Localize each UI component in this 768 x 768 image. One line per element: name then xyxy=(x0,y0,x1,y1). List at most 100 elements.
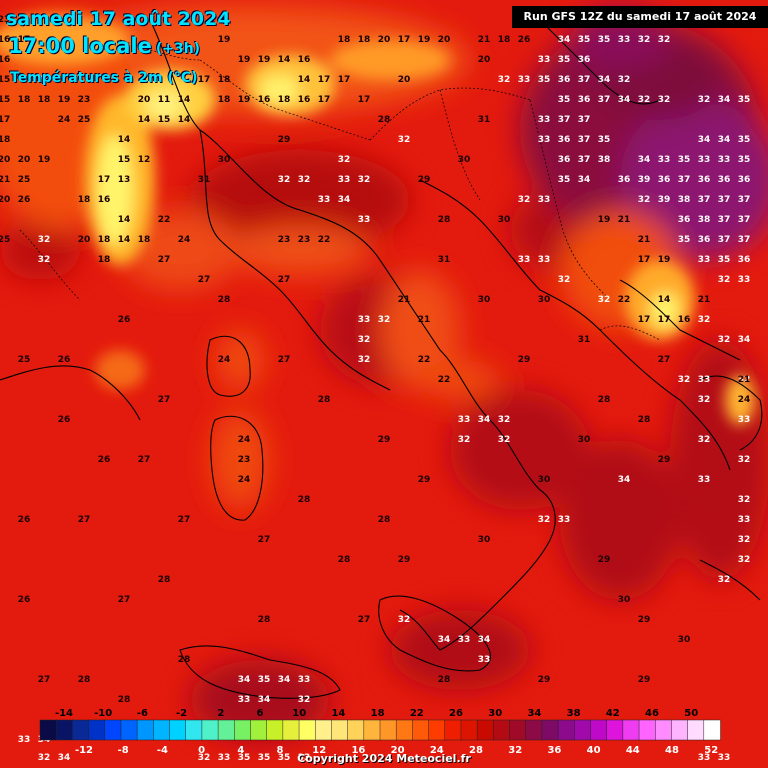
temperature-value: 33 xyxy=(618,35,631,45)
temperature-value: 28 xyxy=(318,395,331,405)
temperature-value: 33 xyxy=(698,753,711,763)
scale-label-top: 46 xyxy=(645,708,659,719)
temperature-value: 35 xyxy=(718,255,731,265)
color-scale: -14 -10 -6 -2 2 6 10 14 18 22 26 30 34 38 42 46 50-12 -8-… xyxy=(39,708,721,756)
temperature-value: 16 xyxy=(0,55,10,65)
scale-swatch xyxy=(395,719,414,741)
temperature-value: 26 xyxy=(58,415,71,425)
map-time-title: 17:00 locale (+3h) xyxy=(8,34,200,58)
temperature-value: 33 xyxy=(698,475,711,485)
temperature-value: 35 xyxy=(738,95,751,105)
scale-swatch xyxy=(412,719,430,741)
temperature-value: 32 xyxy=(718,275,731,285)
temperature-value: 35 xyxy=(558,55,571,65)
temperature-value: 32 xyxy=(738,455,751,465)
temperature-value: 23 xyxy=(298,235,311,245)
temperature-value: 13 xyxy=(118,175,131,185)
temperature-value: 16 xyxy=(298,55,311,65)
scale-swatch xyxy=(136,719,155,741)
temperature-value: 14 xyxy=(138,115,151,125)
temperature-value: 28 xyxy=(78,675,91,685)
temperature-value: 34 xyxy=(698,135,711,145)
temperature-value: 22 xyxy=(438,375,451,385)
temperature-value: 33 xyxy=(238,695,251,705)
temperature-value: 29 xyxy=(378,435,391,445)
temperature-value: 29 xyxy=(418,175,431,185)
temperature-value: 33 xyxy=(698,375,711,385)
temperature-value: 15 xyxy=(0,75,10,85)
temperature-value: 36 xyxy=(698,235,711,245)
temperature-value: 26 xyxy=(18,515,31,525)
temperature-value: 26 xyxy=(18,195,31,205)
scale-label-bottom: 32 xyxy=(508,745,522,756)
temperature-value: 33 xyxy=(538,115,551,125)
temperature-value: 35 xyxy=(258,753,271,763)
temperature-value: 32 xyxy=(638,35,651,45)
temperature-value: 32 xyxy=(638,95,651,105)
temperature-value: 32 xyxy=(738,375,751,385)
scale-swatch xyxy=(574,719,592,741)
temperature-value: 31 xyxy=(198,175,211,185)
scale-label-bottom: 12 xyxy=(312,745,326,756)
temperature-value: 35 xyxy=(578,35,591,45)
temperature-value: 32 xyxy=(38,753,51,763)
temperature-value: 20 xyxy=(138,95,151,105)
temperature-value: 36 xyxy=(618,175,631,185)
temperature-value: 28 xyxy=(158,575,171,585)
temperature-value: 37 xyxy=(718,215,731,225)
temperature-value: 36 xyxy=(558,75,571,85)
temperature-value: 37 xyxy=(578,75,591,85)
scale-label-top: 26 xyxy=(449,708,463,719)
temperature-value: 23 xyxy=(278,235,291,245)
scale-swatch xyxy=(541,719,559,741)
coastlines xyxy=(0,19,763,699)
scale-label-top: 50 xyxy=(684,708,698,719)
temperature-value: 15 xyxy=(158,115,171,125)
scale-label-top: 10 xyxy=(292,708,306,719)
temperature-value: 14 xyxy=(658,295,671,305)
temperature-value: 32 xyxy=(698,435,711,445)
temperature-value: 20 xyxy=(0,195,10,205)
temperature-value: 35 xyxy=(738,135,751,145)
scale-label-bottom: 8 xyxy=(277,745,284,756)
temperature-value: 32 xyxy=(518,195,531,205)
forecast-step: (+3h) xyxy=(155,41,201,57)
scale-label-top: -10 xyxy=(94,708,112,719)
temperature-value: 32 xyxy=(498,435,511,445)
temperature-value: 33 xyxy=(358,315,371,325)
temperature-value: 33 xyxy=(538,195,551,205)
temperature-value: 18 xyxy=(0,135,10,145)
temperature-value: 31 xyxy=(578,335,591,345)
temperature-value: 24 xyxy=(178,235,191,245)
temperature-value: 29 xyxy=(658,455,671,465)
temperature-value: 35 xyxy=(258,675,271,685)
temperature-value: 18 xyxy=(498,35,511,45)
temperature-value: 16 xyxy=(258,95,271,105)
temperature-value: 19 xyxy=(418,35,431,45)
scale-swatch xyxy=(282,719,300,741)
temperature-value: 36 xyxy=(558,135,571,145)
temperature-value: 33 xyxy=(518,255,531,265)
temperature-value: 17 xyxy=(18,35,31,45)
temperature-value: 37 xyxy=(578,115,591,125)
scale-label-top: -14 xyxy=(55,708,73,719)
temperature-value: 21 xyxy=(398,295,411,305)
temperature-value: 30 xyxy=(218,155,231,165)
scale-swatch xyxy=(331,719,349,741)
temperature-value: 18 xyxy=(218,75,231,85)
scale-label-bottom: 28 xyxy=(469,745,483,756)
temperature-value: 26 xyxy=(18,595,31,605)
run-label: Run GFS 12Z du samedi 17 août 2024 xyxy=(512,6,768,28)
temperature-value: 33 xyxy=(298,675,311,685)
temperature-value: 27 xyxy=(278,355,291,365)
temperature-value: 28 xyxy=(178,655,191,665)
temperature-value: 21 xyxy=(638,235,651,245)
temperature-value: 25 xyxy=(78,115,91,125)
temperature-value: 14 xyxy=(118,215,131,225)
temperature-value: 35 xyxy=(238,753,251,763)
temperature-value: 27 xyxy=(278,275,291,285)
temperature-value: 32 xyxy=(358,175,371,185)
temperature-value: 14 xyxy=(118,135,131,145)
scale-label-top: 38 xyxy=(567,708,581,719)
temperature-value: 32 xyxy=(298,695,311,705)
